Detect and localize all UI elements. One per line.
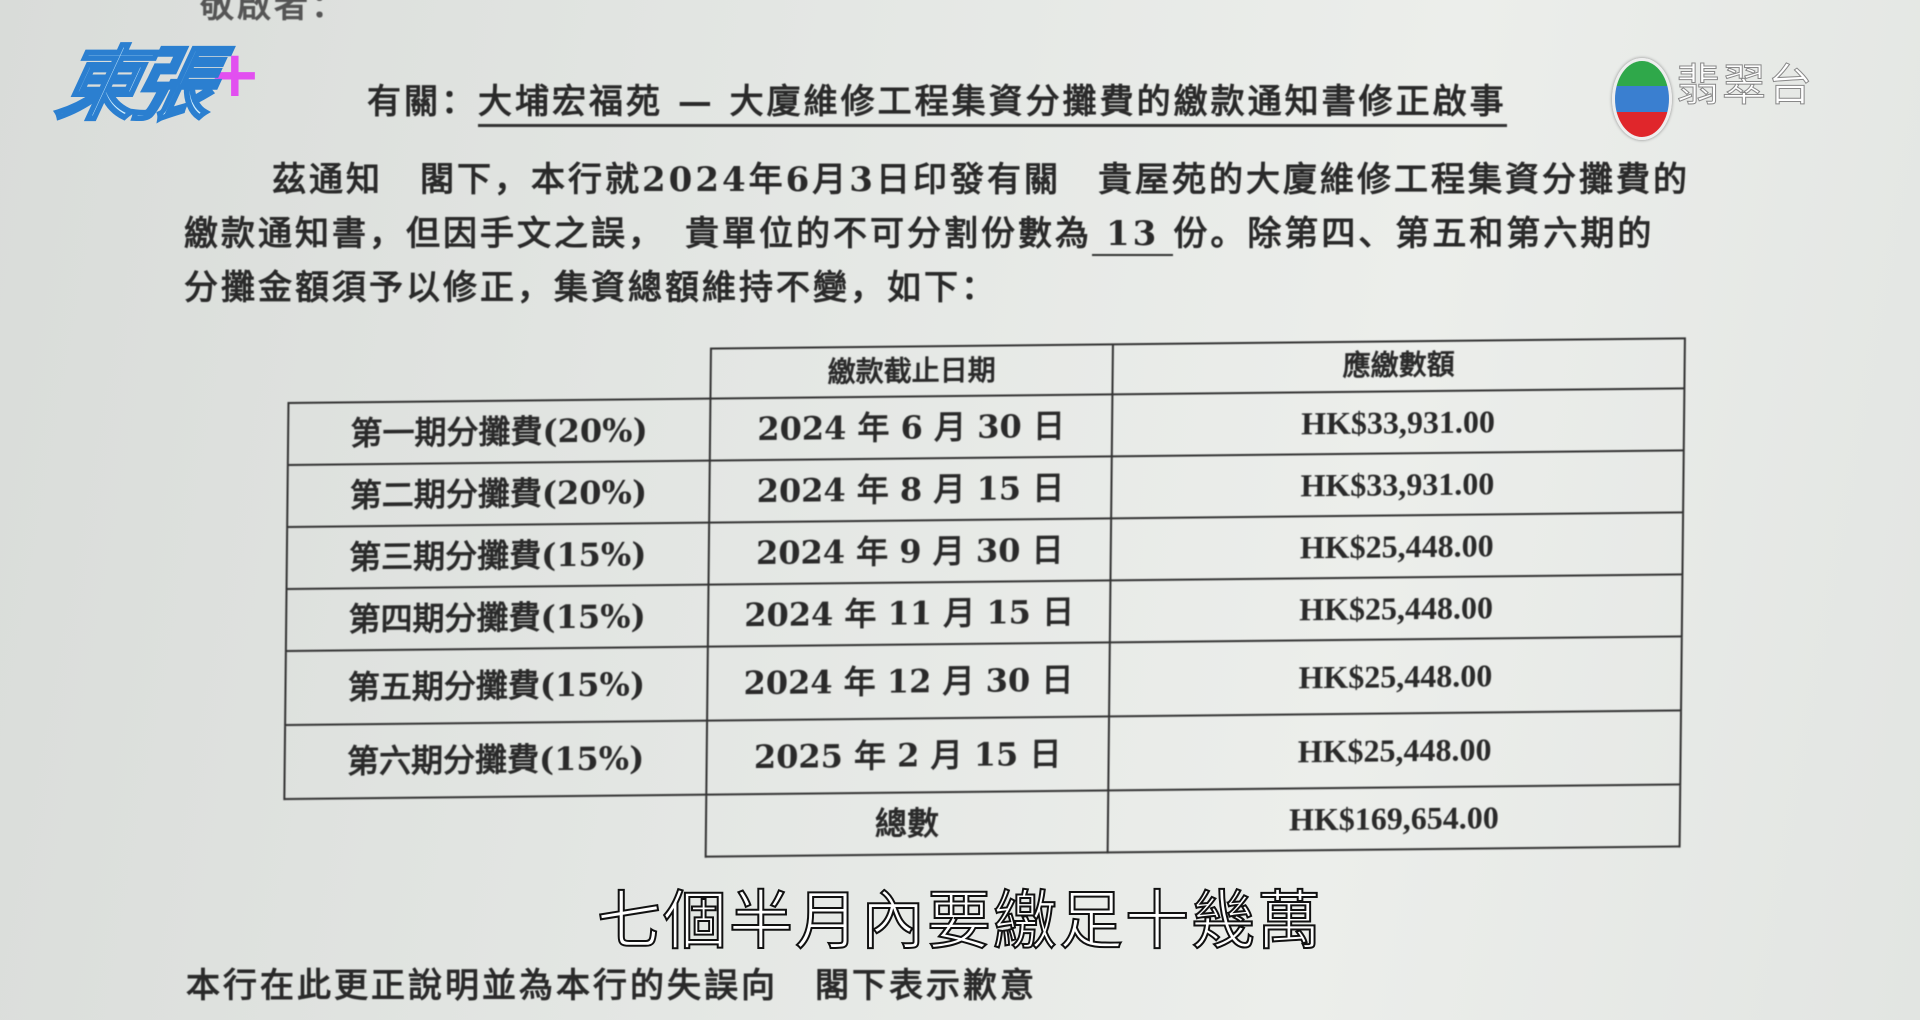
tvb-logo-icon	[1612, 58, 1672, 140]
payment-schedule-table: 繳款截止日期 應繳數額 第一期分攤費(20%) 2024 年 6 月 30 日 …	[283, 337, 1686, 862]
header-amount: 應繳數額	[1112, 338, 1685, 395]
total-amount: HK$169,654.00	[1107, 784, 1681, 853]
installment-date: 2024 年 12 月 30 日	[707, 642, 1110, 721]
letter-subject: 有關：大埔宏福苑 — 大廈維修工程集資分攤費的繳款通知書修正啟事	[367, 82, 1507, 127]
share-count: 13	[1092, 214, 1174, 256]
installment-date: 2025 年 2 月 15 日	[706, 716, 1110, 795]
installment-amount: HK$25,448.00	[1109, 636, 1682, 717]
channel-name: 翡翠台	[1676, 60, 1814, 112]
header-due-date: 繳款截止日期	[710, 344, 1113, 399]
paragraph-line-2b: 份。除第四、第五和第六期的	[1173, 214, 1655, 254]
paragraph-line-2: 繳款通知書，但因手文之誤， 貴單位的不可分割份數為 13 份。除第四、第五和第六期的	[184, 214, 1654, 256]
table-total-row: 總數 HK$169,654.00	[284, 784, 1681, 861]
installment-date: 2024 年 8 月 15 日	[709, 456, 1112, 523]
paragraph-line-1: 茲通知 閣下，本行就2024年6月3日印發有關 貴屋苑的大廈維修工程集資分攤費的	[272, 160, 1690, 200]
installment-label: 第五期分攤費(15%)	[285, 646, 708, 726]
installment-amount: HK$25,448.00	[1110, 512, 1684, 581]
installment-label: 第二期分攤費(20%)	[287, 460, 710, 528]
tvb-logo-blue	[1615, 86, 1669, 112]
plus-icon: +	[208, 38, 262, 112]
video-subtitle: 七個半月內要繳足十幾萬	[596, 885, 1323, 959]
installment-date: 2024 年 11 月 15 日	[707, 580, 1111, 647]
installment-label: 第三期分攤費(15%)	[286, 522, 710, 590]
tvb-logo-red	[1615, 111, 1669, 137]
paragraph-line-3: 分攤金額須予以修正，集資總額維持不變，如下：	[184, 268, 998, 308]
total-label: 總數	[705, 790, 1109, 857]
show-logo-text: 東張	[49, 37, 220, 133]
subject-title: 大埔宏福苑 — 大廈維修工程集資分攤費的繳款通知書修正啟事	[478, 82, 1507, 127]
installment-date: 2024 年 9 月 30 日	[708, 518, 1112, 585]
paragraph-line-2a: 繳款通知書，但因手文之誤， 貴單位的不可分割份數為	[184, 214, 1092, 254]
header-blank-cell	[288, 349, 711, 403]
subject-prefix: 有關：	[367, 82, 478, 122]
show-logo: 東張+	[49, 37, 340, 133]
installment-label: 第四期分攤費(15%)	[285, 584, 709, 652]
total-blank-cell	[284, 795, 707, 861]
installment-amount: HK$33,931.00	[1111, 388, 1685, 457]
letter-closing: 本行在此更正說明並為本行的失誤向 閣下表示歉意	[186, 966, 1037, 1006]
installment-label: 第一期分攤費(20%)	[287, 398, 711, 466]
installment-amount: HK$25,448.00	[1109, 574, 1683, 643]
installment-label: 第六期分攤費(15%)	[284, 720, 708, 800]
installment-date: 2024 年 6 月 30 日	[709, 394, 1113, 461]
installment-amount: HK$33,931.00	[1111, 450, 1684, 519]
tvb-logo-green	[1615, 61, 1669, 87]
installment-amount: HK$25,448.00	[1108, 710, 1682, 791]
letter-greeting: 敬啟者：	[200, 0, 348, 26]
